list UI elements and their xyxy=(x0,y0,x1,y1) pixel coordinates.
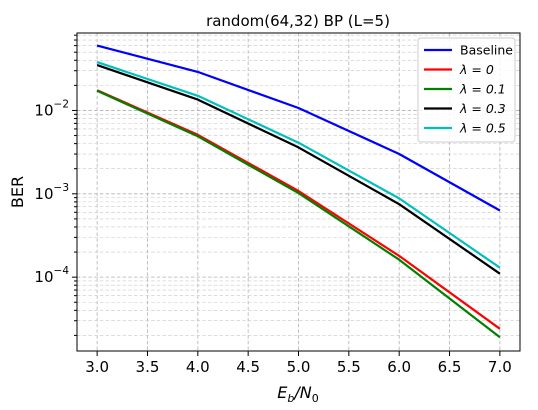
y-tick-label: 10−2 xyxy=(34,98,69,119)
series-line xyxy=(96,64,501,275)
x-tick-label: 6.5 xyxy=(438,358,462,376)
x-tick-label: 6.0 xyxy=(387,358,411,376)
x-tick-label: 7.0 xyxy=(488,358,512,376)
legend-label: λ = 0.1 xyxy=(459,82,506,97)
x-axis-label: Eb/N0 xyxy=(277,383,318,405)
y-tick-label: 10−3 xyxy=(34,182,69,203)
y-axis-label: BER xyxy=(8,176,27,208)
axis-ticks: 3.0 3.5 4.0 4.5 5.0 5.5 6.0 6.5 7.0 10−2 10−3 10−4 xyxy=(34,34,512,376)
series-line xyxy=(96,89,501,339)
legend-label: λ = 0.5 xyxy=(459,121,506,136)
x-tick-label: 5.0 xyxy=(287,358,311,376)
legend-label: λ = 0.3 xyxy=(459,101,506,116)
legend-box xyxy=(417,37,516,143)
x-tick-label: 5.5 xyxy=(337,358,361,376)
x-tick-label: 4.0 xyxy=(186,358,210,376)
legend-label: λ = 0 xyxy=(459,62,494,77)
legend: Baseline λ = 0 λ = 0.1 λ = 0.3 λ = 0.5 xyxy=(417,37,516,143)
series-lines xyxy=(96,44,501,339)
x-tick-label: 3.0 xyxy=(85,358,109,376)
y-tick-label: 10−4 xyxy=(34,265,69,286)
chart-title: random(64,32) BP (L=5) xyxy=(206,12,390,30)
legend-label: Baseline xyxy=(460,43,513,58)
x-tick-label: 4.5 xyxy=(236,358,260,376)
series-line xyxy=(96,44,501,212)
series-line xyxy=(96,61,501,269)
x-tick-label: 3.5 xyxy=(136,358,160,376)
